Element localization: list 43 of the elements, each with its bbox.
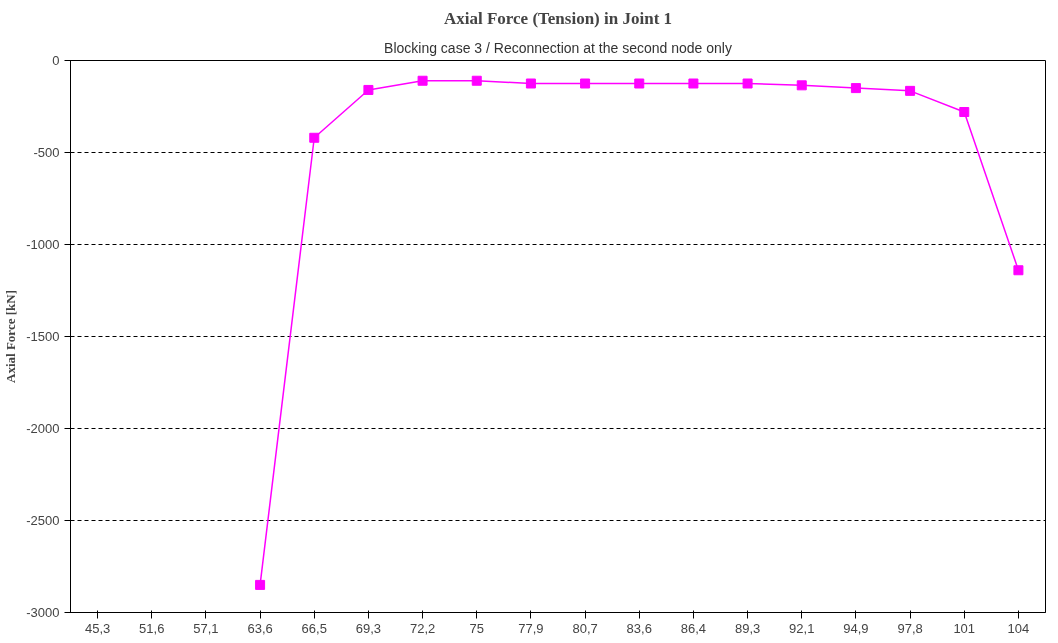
y-tick-label: -3000 [26, 605, 60, 620]
point [850, 83, 861, 94]
y-tick-label: -1000 [26, 237, 60, 252]
x-tick-label: 104 [1007, 620, 1030, 636]
x-tick-label: 77,9 [518, 620, 544, 636]
chart-title: Axial Force (Tension) in Joint 1 [443, 8, 673, 28]
point [580, 78, 591, 89]
x-tick-label: 72,2 [409, 620, 436, 636]
x-tick-label: 86,4 [680, 620, 707, 636]
chart-subtitle: Blocking case 3 / Reconnection at the second node only [384, 39, 732, 56]
point [905, 85, 916, 96]
x-tick-label: 75 [469, 620, 484, 636]
x-tick-label: 94,9 [843, 620, 869, 636]
x-tick-label: 57,1 [193, 620, 219, 636]
x-tick-label: 69,3 [355, 620, 382, 636]
point [796, 80, 807, 91]
point [634, 78, 645, 89]
y-tick-label: -2000 [26, 421, 60, 436]
point [959, 107, 970, 118]
point [688, 78, 699, 89]
point [525, 78, 536, 89]
x-tick-label: 51,6 [139, 620, 165, 636]
y-tick-label: -2500 [26, 513, 60, 528]
x-tick-label: 80,7 [572, 620, 598, 636]
x-tick-label: 92,1 [789, 620, 815, 636]
x-tick-label: 97,8 [897, 620, 923, 636]
y-tick-label: -500 [33, 145, 60, 160]
x-tick-label: 83,6 [626, 620, 652, 636]
point [309, 132, 320, 143]
x-tick-label: 89,3 [734, 620, 761, 636]
point [1013, 265, 1024, 276]
y-axis-title: Axial Force [kN] [3, 290, 19, 383]
y-tick-label: -1500 [26, 329, 60, 344]
point [255, 579, 266, 590]
x-tick-label: 63,6 [247, 620, 273, 636]
y-tick-label: 0 [52, 53, 60, 68]
point [363, 84, 374, 95]
point [417, 75, 428, 86]
x-tick-label: 66,5 [301, 620, 327, 636]
point [742, 78, 753, 89]
x-tick-label: 101 [953, 620, 976, 636]
x-tick-label: 45,3 [84, 620, 111, 636]
point [471, 75, 482, 86]
